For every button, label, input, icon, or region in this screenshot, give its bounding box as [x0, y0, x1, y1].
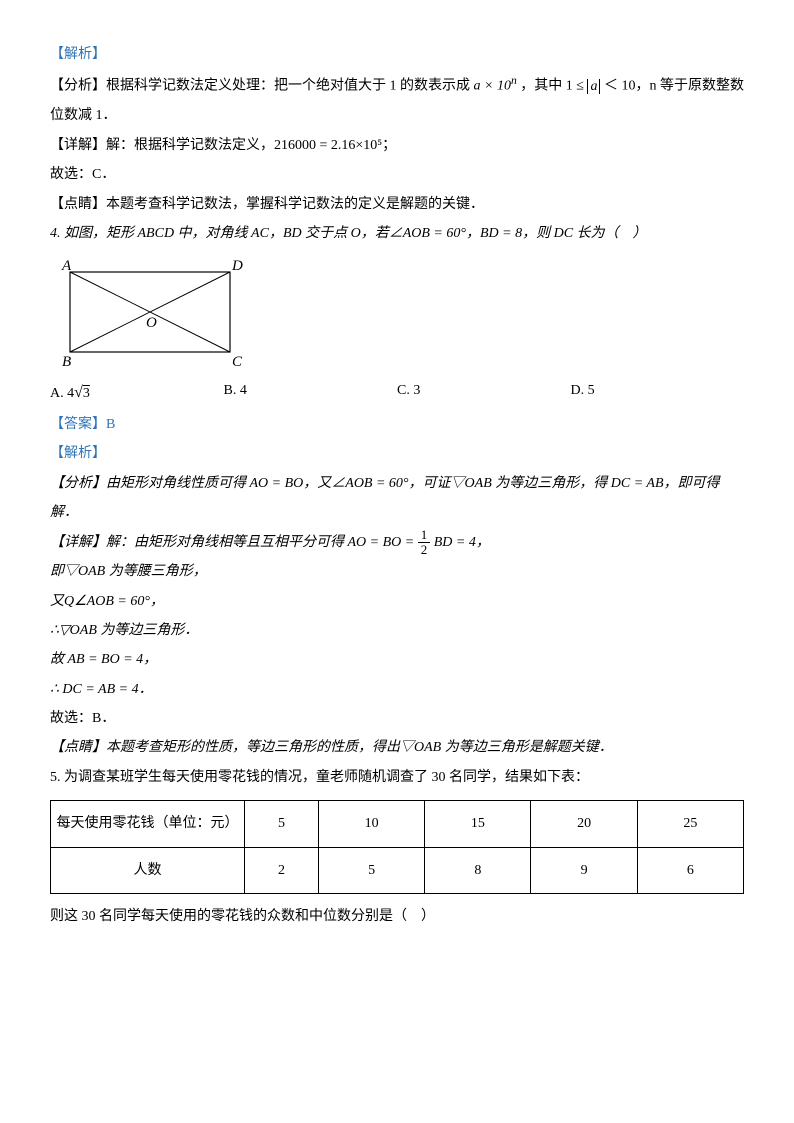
label-D: D [231, 258, 243, 274]
q4-l5: 故 AB = BO = 4， [50, 645, 744, 674]
math: a × 10 [474, 79, 511, 94]
cell: 10 [318, 801, 424, 847]
num: 1 [418, 528, 431, 543]
s1-guxuan: 故选：C． [50, 160, 744, 189]
sqrt-val: 3 [83, 386, 90, 401]
cell: 人数 [51, 847, 245, 893]
cell: 20 [531, 801, 637, 847]
label-C: C [232, 354, 243, 370]
text: 【点睛】本题考查矩形的性质，等边三角形的性质，得出▽OAB 为等边三角形是解题关… [50, 740, 613, 755]
table-row: 人数 2 5 8 9 6 [51, 847, 744, 893]
opt-a: A. 4√3 [50, 376, 224, 410]
cell: 5 [318, 847, 424, 893]
cell: 5 [245, 801, 319, 847]
text: A. 4 [50, 386, 74, 401]
text: 【详解】解：由矩形对角线相等且互相平分可得 AO = BO = [50, 535, 418, 550]
abs-a: a [587, 79, 600, 94]
s1-fenxi: 【分析】根据科学记数法定义处理：把一个绝对值大于 1 的数表示成 a × 10n… [50, 69, 744, 130]
text: ，其中 1 ≤ [520, 79, 587, 94]
cell: 9 [531, 847, 637, 893]
label-O: O [146, 315, 157, 331]
q4-stem: 4. 如图，矩形 ABCD 中，对角线 AC，BD 交于点 O，若∠AOB = … [50, 219, 744, 248]
q4-options: A. 4√3 B. 4 C. 3 D. 5 [50, 376, 744, 410]
q4-l6: ∴ DC = AB = 4． [50, 675, 744, 704]
cell: 25 [637, 801, 743, 847]
label-B: B [62, 354, 71, 370]
opt-c: C. 3 [397, 376, 571, 410]
text: 4. 如图，矩形 ABCD 中，对角线 AC，BD 交于点 O，若∠AOB = … [50, 226, 647, 241]
s1-dianjing: 【点睛】本题考查科学记数法，掌握科学记数法的定义是解题的关键． [50, 190, 744, 219]
cell: 6 [637, 847, 743, 893]
exp: n [511, 74, 517, 87]
q4-l2: 即▽OAB 为等腰三角形， [50, 557, 744, 586]
jiexi-label: 【解析】 [50, 40, 744, 69]
text: 【分析】由矩形对角线性质可得 AO = BO，又∠AOB = 60°，可证▽OA… [50, 476, 720, 520]
q5-table: 每天使用零花钱（单位：元） 5 10 15 20 25 人数 2 5 8 9 6 [50, 800, 744, 894]
label-A: A [61, 258, 72, 274]
q4-jiexi: 【解析】 [50, 439, 744, 468]
q4-fenxi: 【分析】由矩形对角线性质可得 AO = BO，又∠AOB = 60°，可证▽OA… [50, 469, 744, 528]
rectangle-figure: A D B C O [50, 252, 250, 372]
q5-tail: 则这 30 名同学每天使用的零花钱的众数和中位数分别是（ ） [50, 902, 744, 931]
den: 2 [418, 543, 431, 557]
opt-b: B. 4 [224, 376, 398, 410]
text: BD = 4， [434, 535, 490, 550]
fraction: 12 [418, 528, 431, 558]
q4-xiangjie1: 【详解】解：由矩形对角线相等且互相平分可得 AO = BO = 12 BD = … [50, 528, 744, 558]
q4-l3: 又Q∠AOB = 60°， [50, 587, 744, 616]
q4-l4: ∴▽OAB 为等边三角形． [50, 616, 744, 645]
sqrt-sign: √ [74, 384, 83, 401]
q4-l7: 故选：B． [50, 704, 744, 733]
q5-stem: 5. 为调查某班学生每天使用零花钱的情况，童老师随机调查了 30 名同学，结果如… [50, 763, 744, 792]
cell: 15 [425, 801, 531, 847]
table-row: 每天使用零花钱（单位：元） 5 10 15 20 25 [51, 801, 744, 847]
text: 【分析】根据科学记数法定义处理：把一个绝对值大于 1 的数表示成 [50, 79, 474, 94]
cell: 每天使用零花钱（单位：元） [51, 801, 245, 847]
s1-xiangjie: 【详解】解：根据科学记数法定义，216000 = 2.16×10⁵； [50, 131, 744, 160]
cell: 8 [425, 847, 531, 893]
cell: 2 [245, 847, 319, 893]
opt-d: D. 5 [571, 376, 745, 410]
q4-dianjing: 【点睛】本题考查矩形的性质，等边三角形的性质，得出▽OAB 为等边三角形是解题关… [50, 733, 744, 762]
q4-daan: 【答案】B [50, 410, 744, 439]
